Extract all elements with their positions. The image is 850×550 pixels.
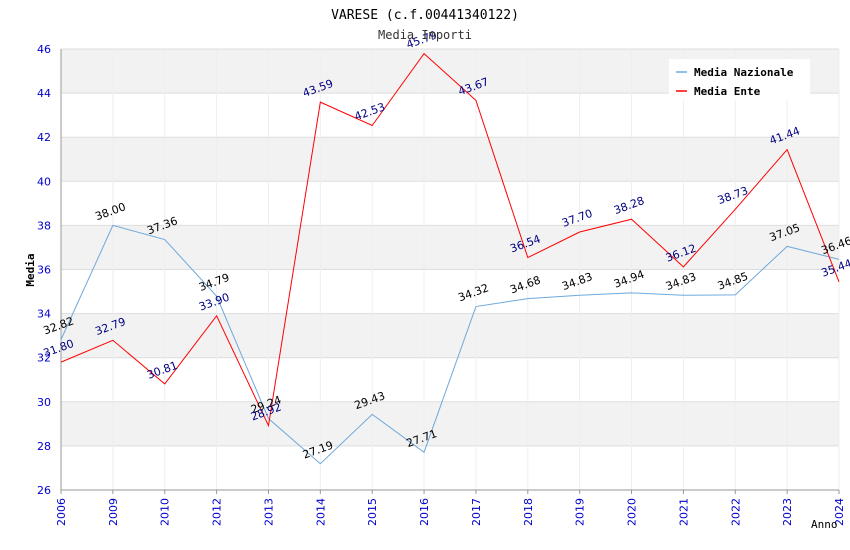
y-tick-label: 34 xyxy=(37,308,51,321)
x-tick-label: 2021 xyxy=(677,498,690,526)
x-tick-label: 2018 xyxy=(522,498,535,526)
y-tick-label: 30 xyxy=(37,396,51,409)
x-tick-label: 2024 xyxy=(833,498,846,526)
y-tick-label: 42 xyxy=(37,131,51,144)
axes: 26 28 30 32 34 36 38 40 42 44 46 2006 2009 2010 2012 20… xyxy=(37,43,846,526)
plot-band xyxy=(61,401,839,446)
x-tick-label: 2017 xyxy=(470,498,483,526)
data-label: 38.00 xyxy=(93,200,127,223)
data-label: 38.73 xyxy=(716,184,750,207)
x-tick-label: 2020 xyxy=(626,498,639,526)
y-tick-label: 46 xyxy=(37,43,51,56)
y-tick-label: 26 xyxy=(37,484,51,497)
data-label: 42.53 xyxy=(353,100,387,123)
data-label: 34.68 xyxy=(508,273,542,296)
y-tick-label: 28 xyxy=(37,440,51,453)
data-label: 34.32 xyxy=(457,281,491,304)
y-tick-label: 40 xyxy=(37,175,51,188)
plot-bands xyxy=(61,49,839,446)
series-lines xyxy=(60,52,840,465)
x-tick-label: 2016 xyxy=(418,498,431,526)
data-label: 38.28 xyxy=(612,194,646,217)
series-line-media-nazionale xyxy=(60,224,840,465)
x-tick-label: 2023 xyxy=(781,498,794,526)
x-tick-label: 2006 xyxy=(55,498,68,526)
legend-entry: Media Nazionale xyxy=(694,66,794,79)
x-tick-label: 2013 xyxy=(262,498,275,526)
plot-band xyxy=(61,313,839,358)
x-tick-label: 2022 xyxy=(729,498,742,526)
y-axis-label: Media xyxy=(24,253,37,286)
legend-entry: Media Ente xyxy=(694,85,761,98)
legend: Media Nazionale Media Ente xyxy=(669,59,810,100)
y-tick-label: 44 xyxy=(37,87,51,100)
y-tick-label: 32 xyxy=(37,352,51,365)
x-tick-label: 2012 xyxy=(211,498,224,526)
data-label: 34.83 xyxy=(664,270,698,293)
data-label: 34.83 xyxy=(560,270,594,293)
x-tick-label: 2009 xyxy=(107,498,120,526)
data-label: 34.85 xyxy=(716,270,750,293)
x-tick-label: 2019 xyxy=(574,498,587,526)
plot-band xyxy=(61,225,839,270)
y-tick-label: 38 xyxy=(37,219,51,232)
x-axis-label: Anno xyxy=(811,518,838,531)
series-line-media-ente xyxy=(60,52,840,428)
plot-band xyxy=(61,137,839,182)
data-label: 30.81 xyxy=(145,359,179,382)
chart-subtitle: Media Importi xyxy=(378,28,472,42)
legend-box xyxy=(669,59,810,100)
chart-title: VARESE (c.f.00441340122) xyxy=(331,8,519,23)
y-tick-label: 36 xyxy=(37,264,51,277)
data-label: 34.94 xyxy=(612,268,646,291)
gridlines xyxy=(60,48,840,491)
x-tick-label: 2010 xyxy=(159,498,172,526)
x-tick-label: 2014 xyxy=(314,498,327,526)
x-tick-label: 2015 xyxy=(366,498,379,526)
